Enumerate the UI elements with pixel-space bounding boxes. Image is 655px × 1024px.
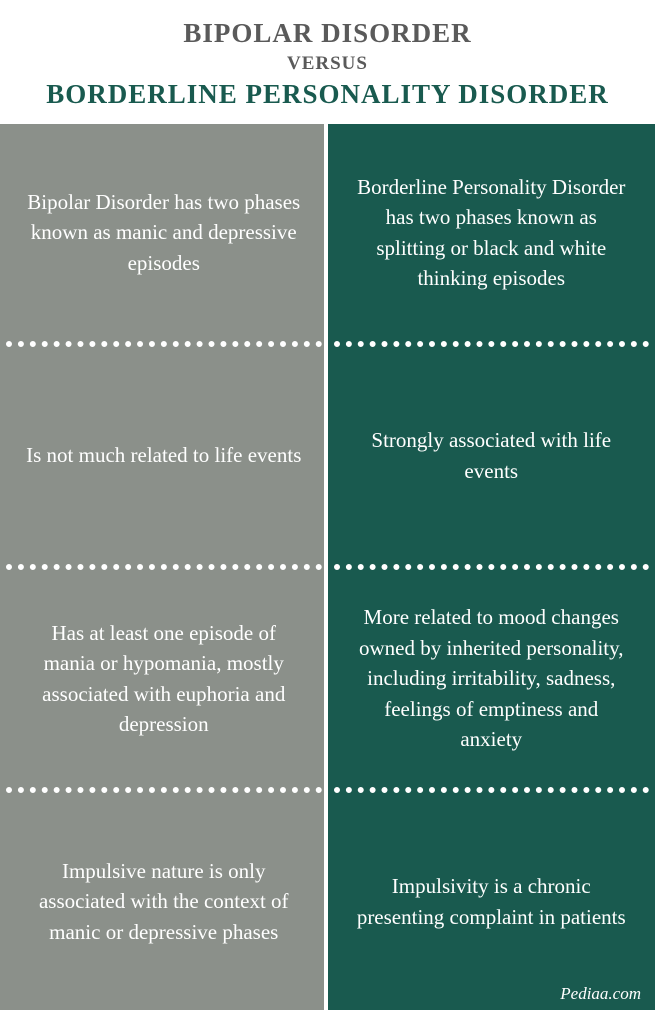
cell-text: Impulsivity is a chronic presenting comp… bbox=[352, 871, 632, 932]
table-cell: Has at least one episode of mania or hyp… bbox=[0, 570, 328, 787]
table-cell: More related to mood changes owned by in… bbox=[328, 570, 655, 787]
table-cell: Bipolar Disorder has two phases known as… bbox=[0, 124, 328, 341]
title-borderline: BORDERLINE PERSONALITY DISORDER bbox=[10, 79, 645, 110]
title-versus: VERSUS bbox=[10, 53, 645, 75]
cell-text: Strongly associated with life events bbox=[352, 425, 632, 486]
cell-text: Has at least one episode of mania or hyp… bbox=[24, 618, 304, 740]
header: BIPOLAR DISORDER VERSUS BORDERLINE PERSO… bbox=[0, 0, 655, 124]
table-cell: Borderline Personality Disorder has two … bbox=[328, 124, 655, 341]
column-bipolar: Bipolar Disorder has two phases known as… bbox=[0, 124, 328, 1010]
attribution: Pediaa.com bbox=[560, 984, 641, 1004]
table-cell: Strongly associated with life events bbox=[328, 347, 655, 564]
cell-text: Impulsive nature is only associated with… bbox=[24, 856, 304, 947]
table-cell: Is not much related to life events bbox=[0, 347, 328, 564]
table-cell: Impulsive nature is only associated with… bbox=[0, 793, 328, 1010]
cell-text: Borderline Personality Disorder has two … bbox=[352, 172, 632, 294]
comparison-table: Bipolar Disorder has two phases known as… bbox=[0, 124, 655, 1010]
table-cell: Impulsivity is a chronic presenting comp… bbox=[328, 793, 655, 1010]
cell-text: More related to mood changes owned by in… bbox=[352, 602, 632, 754]
cell-text: Bipolar Disorder has two phases known as… bbox=[24, 187, 304, 278]
column-borderline: Borderline Personality Disorder has two … bbox=[328, 124, 655, 1010]
title-bipolar: BIPOLAR DISORDER bbox=[10, 18, 645, 49]
cell-text: Is not much related to life events bbox=[26, 440, 301, 470]
